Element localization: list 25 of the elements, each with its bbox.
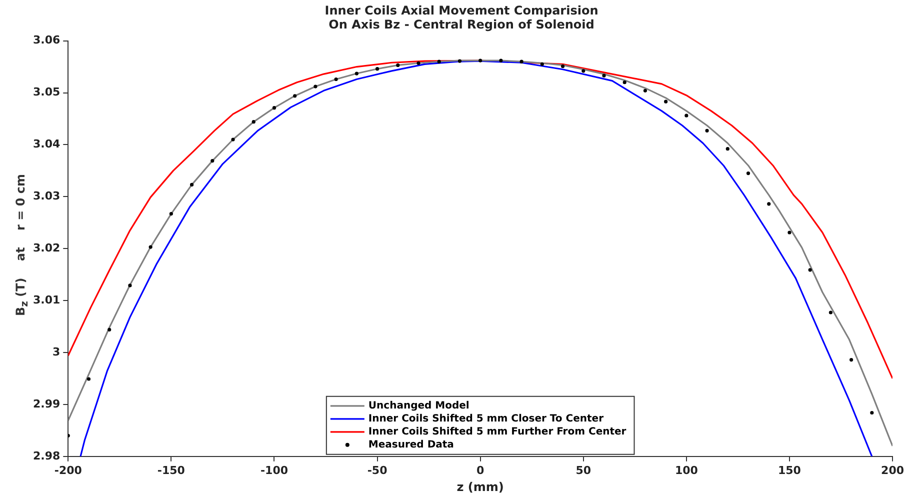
- x-tick-label: 200: [881, 464, 904, 477]
- x-tick-label: -150: [157, 464, 186, 477]
- x-tick-label: 150: [778, 464, 802, 477]
- y-tick-label: 3.06: [33, 34, 60, 47]
- y-tick-label: 3.03: [33, 190, 60, 203]
- y-tick-label: 3.01: [33, 293, 60, 306]
- x-axis-title: z (mm): [456, 480, 504, 494]
- x-tick-label: 100: [674, 464, 698, 477]
- y-tick-label: 3.02: [33, 241, 60, 254]
- x-tick-label: -100: [260, 464, 288, 477]
- legend-label: Inner Coils Shifted 5 mm Closer To Center: [368, 413, 604, 424]
- legend-label: Measured Data: [368, 439, 454, 450]
- x-tick-label: -50: [367, 464, 388, 477]
- y-tick-label: 2.98: [33, 449, 60, 462]
- x-tick-label: 50: [576, 464, 592, 477]
- legend-label: Inner Coils Shifted 5 mm Further From Center: [368, 426, 626, 438]
- y-tick-label: 3.04: [33, 138, 60, 151]
- legend-label: Unchanged Model: [368, 400, 470, 412]
- text: On Axis Bz - Central Region of Solenoid: [328, 18, 594, 32]
- y-tick-label: 3: [52, 345, 60, 358]
- x-tick-label: -200: [54, 464, 82, 477]
- y-tick-label: 3.05: [33, 86, 60, 99]
- y-tick-label: 2.99: [33, 397, 60, 410]
- x-tick-label: 0: [476, 464, 484, 477]
- text: Inner Coils Axial Movement Comparision: [324, 3, 598, 18]
